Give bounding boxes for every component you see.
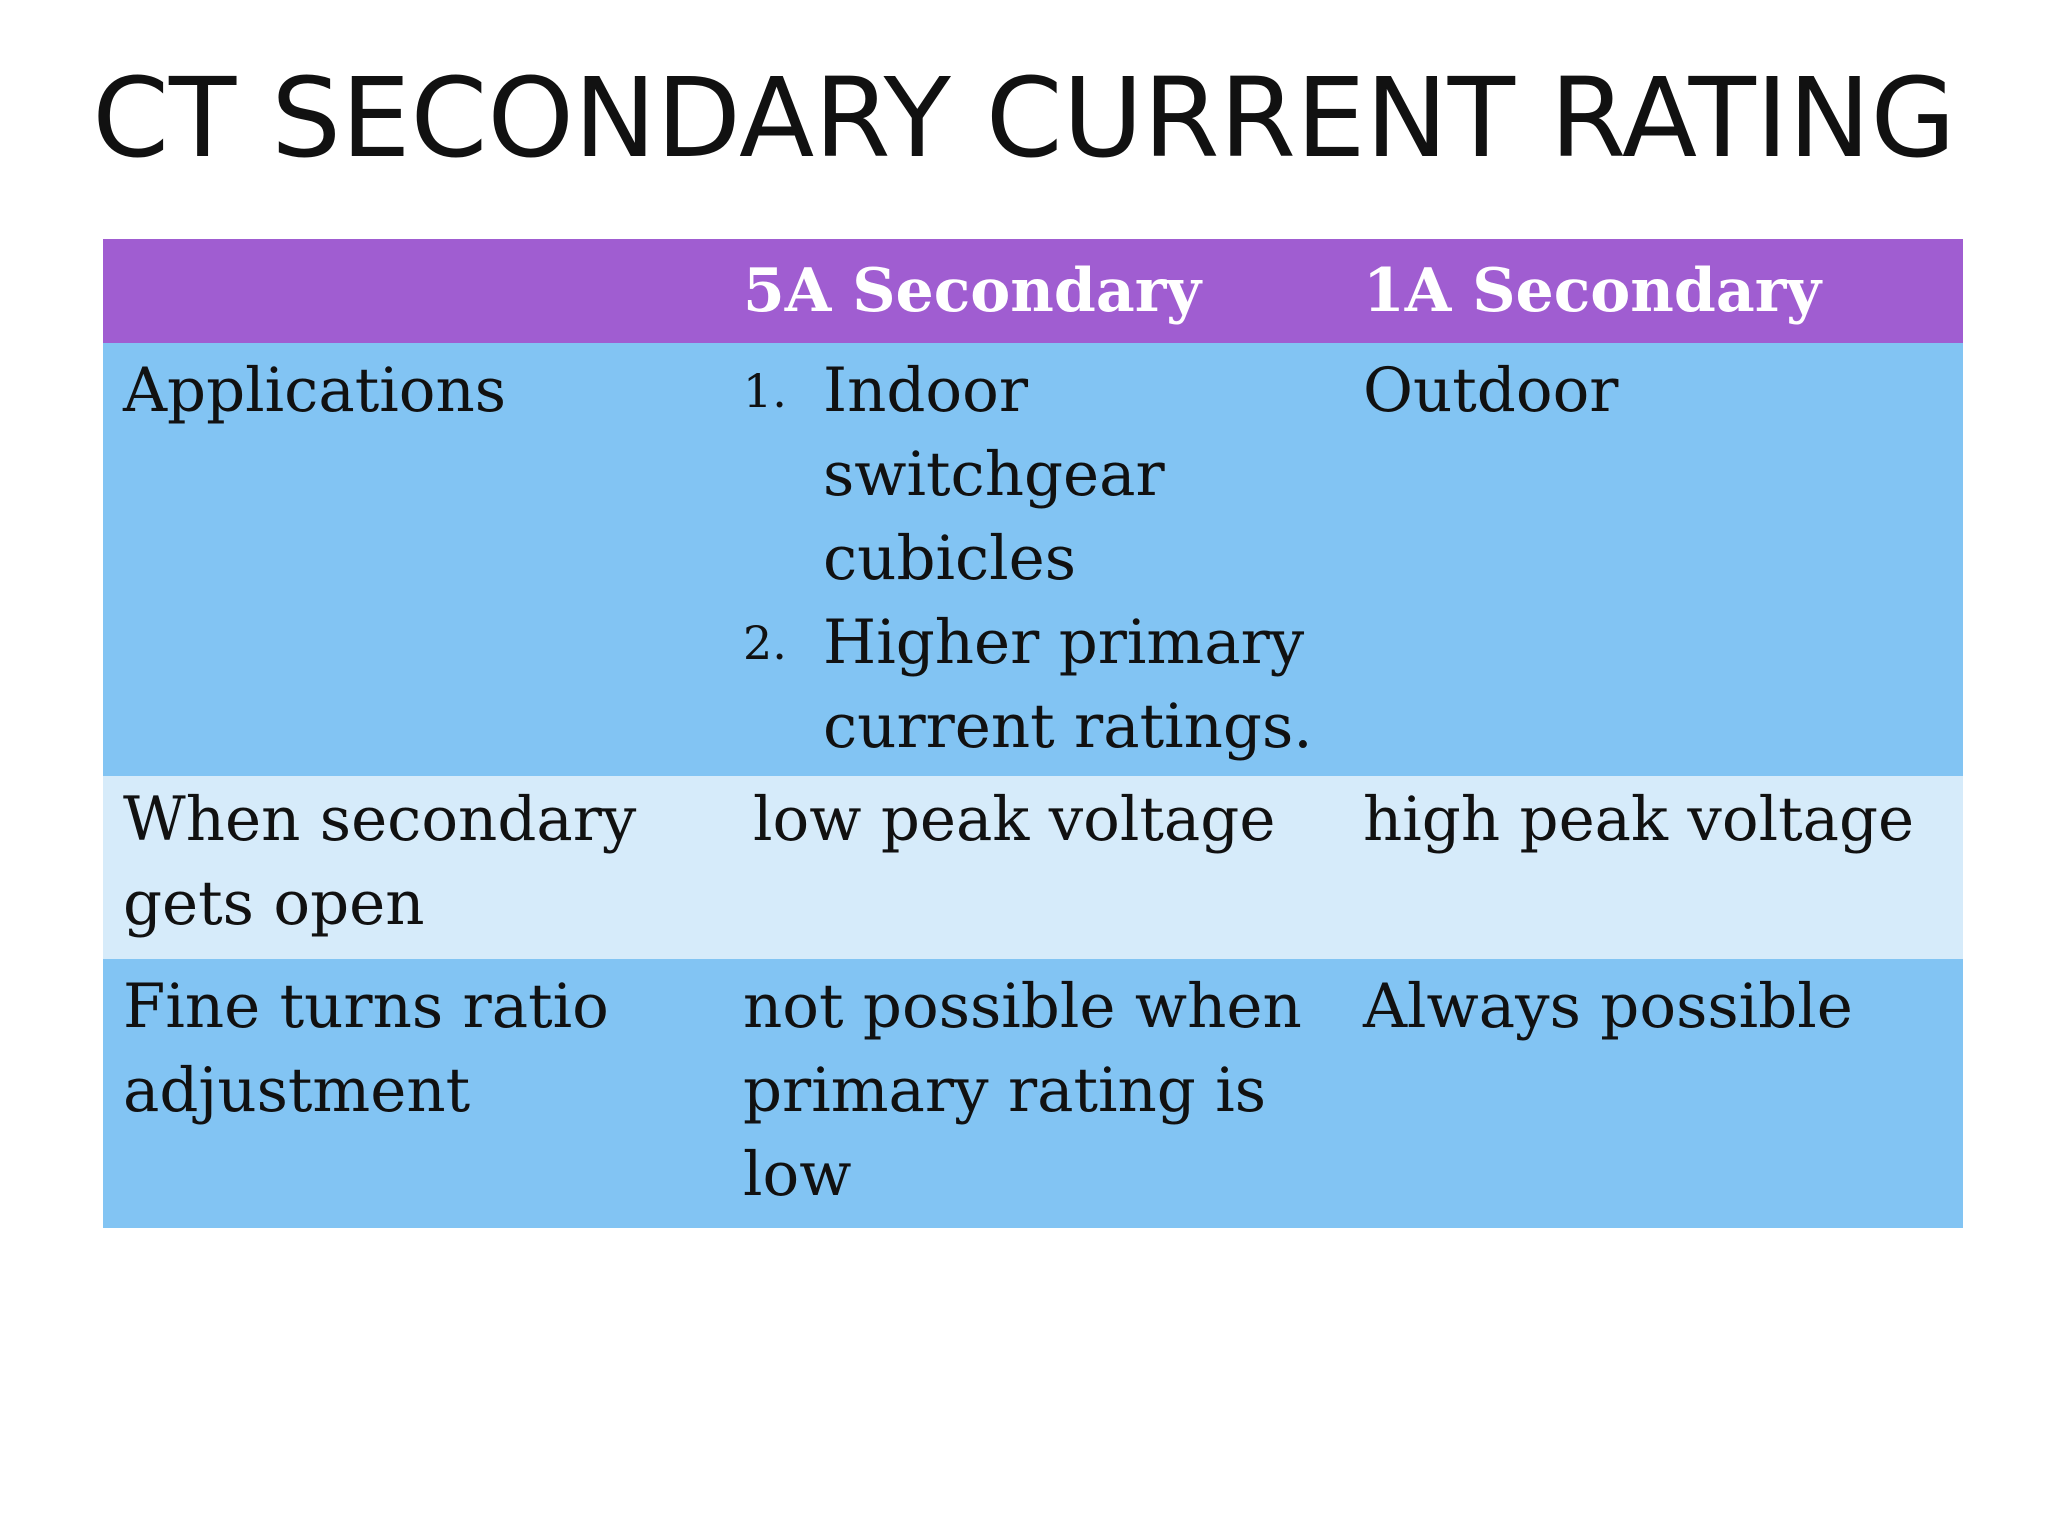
list-item: 2. Higher primary current ratings.: [743, 601, 1343, 769]
list-item: 1. Indoor switchgear cubicles: [743, 349, 1343, 601]
table-header-row: 5A Secondary 1A Secondary: [103, 239, 1963, 343]
applications-5a-list: 1. Indoor switchgear cubicles 2. Higher …: [743, 349, 1343, 769]
table-row-applications: Applications 1. Indoor switchgear cubicl…: [103, 343, 1963, 776]
list-number: 1.: [743, 364, 787, 418]
slide-title: CT SECONDARY CURRENT RATING: [92, 54, 1956, 182]
row-label-turns-ratio: Fine turns ratio adjustment: [123, 971, 609, 1126]
turns-ratio-1a-cell: Always possible: [1363, 971, 1853, 1042]
list-item-text: Higher primary current ratings.: [823, 607, 1313, 762]
row-label-applications: Applications: [123, 355, 507, 426]
secondary-open-5a-cell: low peak voltage: [753, 784, 1276, 855]
applications-5a-cell: 1. Indoor switchgear cubicles 2. Higher …: [723, 343, 1343, 776]
table-row-secondary-open: When secondary gets open low peak voltag…: [103, 776, 1963, 959]
turns-ratio-5a-cell: not possible when primary rating is low: [743, 971, 1302, 1210]
secondary-open-1a-cell: high peak voltage: [1363, 784, 1915, 855]
header-empty-cell: [103, 239, 723, 343]
table-row-turns-ratio: Fine turns ratio adjustment not possible…: [103, 959, 1963, 1228]
header-5a-secondary: 5A Secondary: [743, 256, 1202, 326]
row-label-secondary-open: When secondary gets open: [123, 784, 637, 939]
list-number: 2.: [743, 616, 787, 670]
applications-1a-cell: Outdoor: [1363, 355, 1619, 426]
list-item-text: Indoor switchgear cubicles: [823, 355, 1165, 594]
header-1a-secondary: 1A Secondary: [1363, 256, 1822, 326]
comparison-table: 5A Secondary 1A Secondary Applications 1…: [103, 239, 1963, 1228]
